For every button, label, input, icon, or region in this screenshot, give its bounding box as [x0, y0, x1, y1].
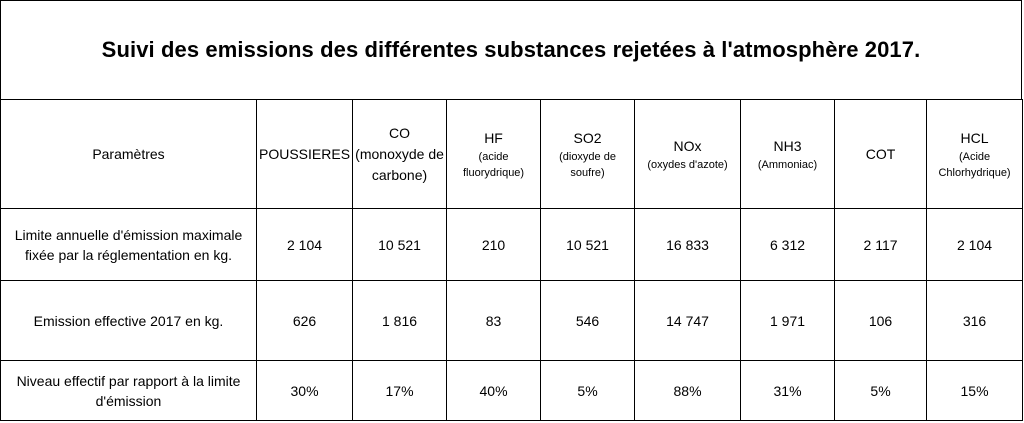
row-label-cell[interactable]: Niveau effectif par rapport à la limite …: [0, 360, 257, 421]
table-row: Limite annuelle d'émission maximale fixé…: [0, 208, 1024, 281]
header-main: POUSSIERES: [259, 146, 351, 162]
header-cell-hf[interactable]: HF (acide fluorydrique): [446, 99, 542, 209]
value-cell[interactable]: 83: [446, 280, 542, 361]
value-cell[interactable]: 2 117: [834, 208, 928, 281]
value-cell[interactable]: 31%: [740, 360, 836, 421]
value-cell[interactable]: 17%: [352, 360, 448, 421]
value-cell[interactable]: 5%: [540, 360, 636, 421]
value-cell[interactable]: 2 104: [926, 208, 1024, 281]
header-sub: (Acide Chlorhydrique): [938, 151, 1011, 179]
header-cell-so2[interactable]: SO2 (dioxyde de soufre): [540, 99, 636, 209]
value-cell[interactable]: 14 747: [634, 280, 742, 361]
header-cell-poussieres[interactable]: POUSSIERES: [255, 99, 354, 209]
header-main: NH3: [773, 138, 802, 154]
header-sub: (dioxyde de soufre): [559, 151, 616, 179]
header-cell-co[interactable]: CO (monoxyde de carbone): [352, 99, 448, 209]
value-cell[interactable]: 10 521: [352, 208, 448, 281]
value-cell[interactable]: 1 816: [352, 280, 448, 361]
header-main: NOx: [673, 138, 702, 154]
header-main: CO: [389, 124, 411, 141]
row-label: Niveau effectif par rapport à la limite …: [16, 372, 241, 409]
value-cell[interactable]: 210: [446, 208, 542, 281]
header-row: Paramètres POUSSIERES CO (monoxyde de ca…: [0, 99, 1024, 209]
header-main: SO2: [573, 130, 602, 146]
value-cell[interactable]: 546: [540, 280, 636, 361]
value-cell[interactable]: 1 971: [740, 280, 836, 361]
header-label: Paramètres: [92, 146, 165, 162]
table-row: Niveau effectif par rapport à la limite …: [0, 360, 1024, 421]
header-cell-cot[interactable]: COT: [834, 99, 928, 209]
header-cell-hcl[interactable]: HCL (Acide Chlorhydrique): [926, 99, 1024, 209]
page-title: Suivi des emissions des différentes subs…: [101, 37, 921, 62]
row-label-cell[interactable]: Limite annuelle d'émission maximale fixé…: [0, 208, 257, 281]
header-sub: (oxydes d'azote): [647, 159, 728, 171]
value-cell[interactable]: 6 312: [740, 208, 836, 281]
row-label: Limite annuelle d'émission maximale fixé…: [14, 226, 243, 263]
value-cell[interactable]: 16 833: [634, 208, 742, 281]
header-cell-parametres[interactable]: Paramètres: [0, 99, 257, 209]
header-sub: (acide fluorydrique): [462, 151, 525, 179]
value-cell[interactable]: 15%: [926, 360, 1024, 421]
row-label-cell[interactable]: Emission effective 2017 en kg.: [0, 280, 257, 361]
value-cell[interactable]: 88%: [634, 360, 742, 421]
value-cell[interactable]: 30%: [255, 360, 354, 421]
header-cell-nh3[interactable]: NH3 (Ammoniac): [740, 99, 836, 209]
table-row: Emission effective 2017 en kg. 626 1 816…: [0, 280, 1024, 361]
row-label: Emission effective 2017 en kg.: [33, 312, 224, 329]
header-main: HF: [484, 130, 503, 146]
emissions-table: Paramètres POUSSIERES CO (monoxyde de ca…: [0, 99, 1024, 421]
value-cell[interactable]: 5%: [834, 360, 928, 421]
header-main: COT: [865, 146, 896, 162]
value-cell[interactable]: 626: [255, 280, 354, 361]
header-sub: (Ammoniac): [757, 159, 818, 171]
value-cell[interactable]: 10 521: [540, 208, 636, 281]
header-sub: (monoxyde de carbone): [355, 145, 444, 183]
header-main: HCL: [960, 130, 989, 146]
value-cell[interactable]: 316: [926, 280, 1024, 361]
header-cell-nox[interactable]: NOx (oxydes d'azote): [634, 99, 742, 209]
value-cell[interactable]: 2 104: [255, 208, 354, 281]
value-cell[interactable]: 106: [834, 280, 928, 361]
value-cell[interactable]: 40%: [446, 360, 542, 421]
title-cell[interactable]: Suivi des emissions des différentes subs…: [0, 0, 1022, 100]
